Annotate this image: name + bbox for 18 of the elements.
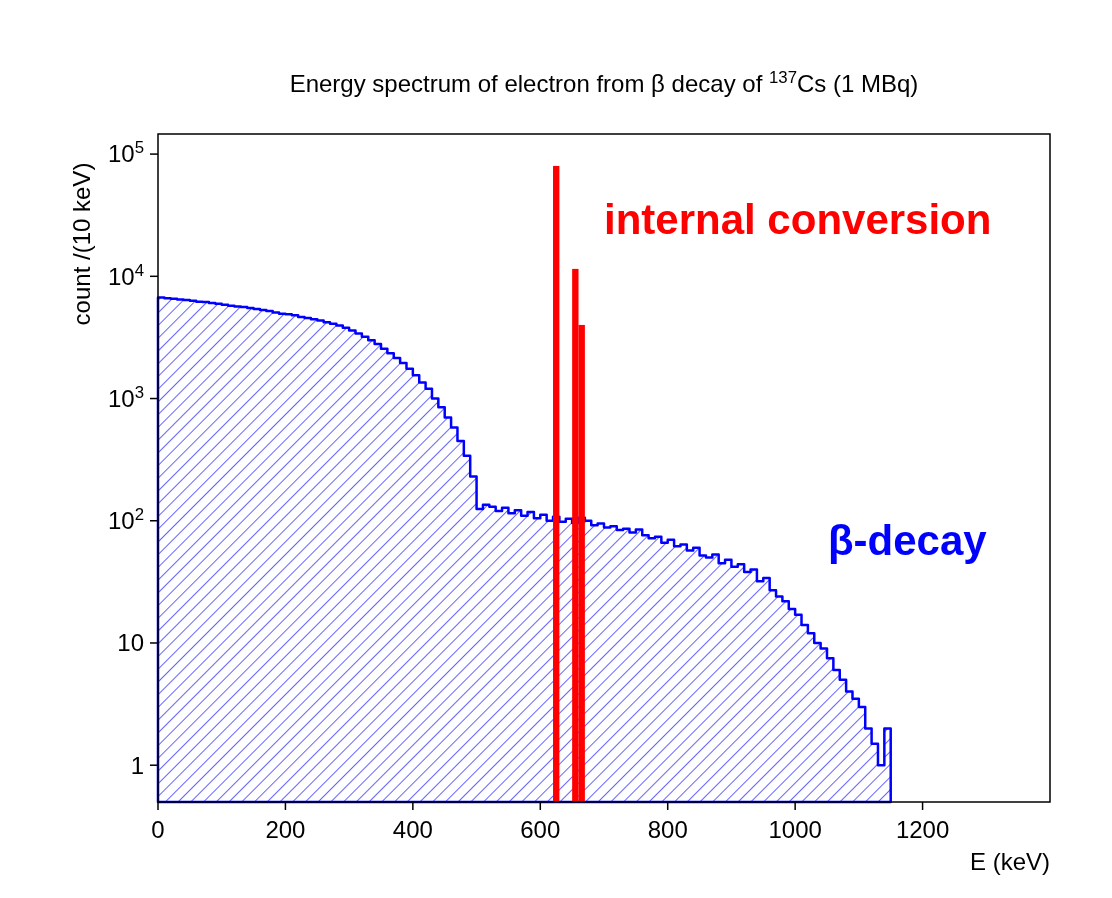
x-tick-label: 400: [392, 816, 433, 843]
y-tick-label: 10: [117, 629, 144, 657]
series-label: internal conversion: [604, 196, 992, 244]
x-tick-label: 200: [265, 816, 306, 843]
x-tick-label: 0: [151, 816, 165, 843]
x-tick-label: 1000: [768, 816, 822, 843]
y-tick-label: 10$^{2}$: [107, 504, 144, 535]
y-axis-title: count /(10 keV): [68, 162, 95, 326]
x-tick-label: 800: [647, 816, 688, 843]
x-axis-title: E (keV): [969, 848, 1050, 875]
y-tick-label: 10$^{4}$: [107, 260, 144, 290]
series-label: β-decay: [827, 516, 988, 564]
x-tick-label: 600: [520, 816, 561, 843]
chart-title: Energy spectrum of electron from β decay of $^{137}$Cs (1 MBq): [289, 67, 919, 97]
y-tick-label: 1: [130, 751, 144, 779]
y-tick-label: 10$^{5}$: [107, 137, 144, 168]
x-tick-label: 1200: [895, 816, 950, 843]
y-tick-label: 10$^{3}$: [107, 382, 144, 412]
